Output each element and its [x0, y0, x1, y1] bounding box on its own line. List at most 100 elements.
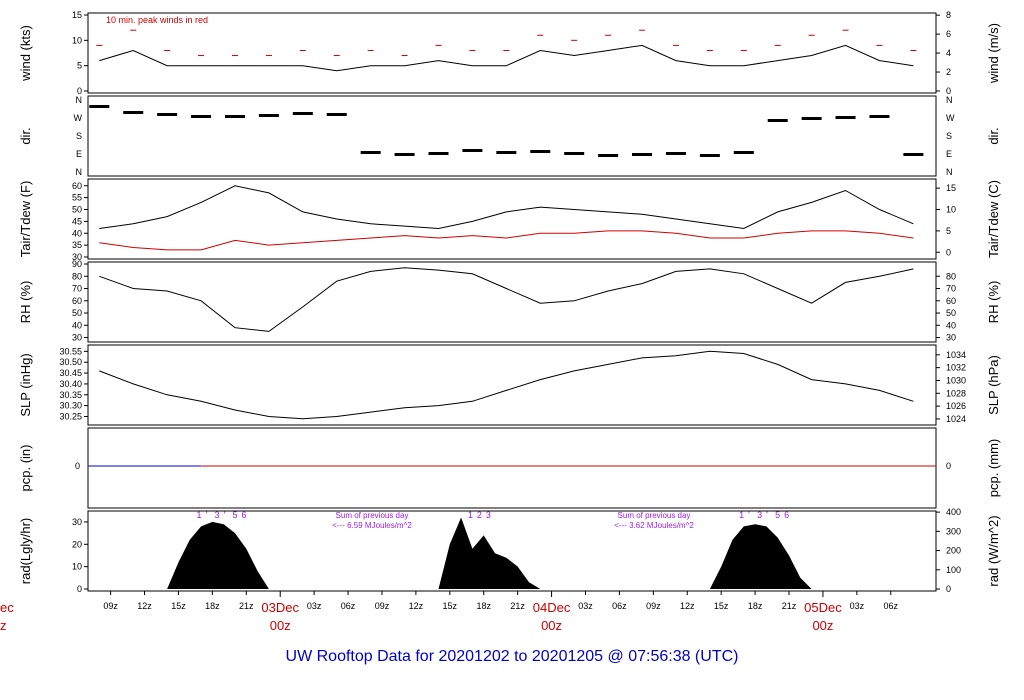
- date-label: 05Dec: [804, 600, 842, 615]
- y-tick-label-left: 60: [72, 181, 82, 191]
- dir-point: [903, 153, 924, 156]
- dir-point: [428, 152, 449, 155]
- dir-point: [665, 152, 686, 155]
- x-tick-label: 12z: [680, 601, 695, 611]
- dir-tick-left: N: [76, 167, 83, 177]
- dir-point: [360, 151, 381, 154]
- y-tick-label-right: 0: [946, 584, 951, 594]
- solar-hour-marker: ': [766, 510, 768, 520]
- y-tick-label-right: 300: [946, 526, 961, 536]
- y-label-left: dir.: [18, 127, 33, 144]
- y-tick-label-right: 1032: [946, 363, 966, 373]
- dir-point: [632, 153, 653, 156]
- y-tick-label-left: 80: [72, 271, 82, 281]
- y-tick-label-left: 40: [72, 320, 82, 330]
- y-tick-label-left: 40: [72, 228, 82, 238]
- date-hour-label: 00z: [812, 618, 833, 633]
- x-tick-label: 18z: [748, 601, 763, 611]
- y-tick-label-right: 2: [946, 67, 951, 77]
- dir-tick-left: W: [74, 113, 83, 123]
- y-tick-label-left: 0: [75, 461, 80, 471]
- y-label-right: dir.: [986, 127, 1001, 144]
- date-label: 04Dec: [533, 600, 571, 615]
- radiation-sum-value: <--- 6.59 MJoules/m^2: [332, 521, 412, 530]
- y-tick-label-right: 8: [946, 10, 951, 20]
- y-tick-label-right: 1034: [946, 350, 966, 360]
- y-tick-label-left: 30.40: [59, 379, 82, 389]
- dir-point: [530, 150, 551, 153]
- dir-point: [157, 113, 178, 116]
- x-tick-label: 15z: [171, 601, 186, 611]
- dir-point: [598, 154, 619, 157]
- dir-tick-right: W: [946, 113, 955, 123]
- y-tick-label-right: 4: [946, 48, 951, 58]
- radiation-area: [438, 517, 541, 589]
- y-label-right: RH (%): [986, 281, 1001, 324]
- dir-point: [89, 105, 110, 108]
- wind-speed-line: [99, 44, 914, 72]
- x-tick-label: 06z: [341, 601, 356, 611]
- solar-hour-marker: ': [748, 510, 750, 520]
- y-label-left: Tair/Tdew (F): [18, 181, 33, 258]
- dir-tick-left: S: [76, 131, 82, 141]
- y-tick-label-right: 200: [946, 546, 961, 556]
- radiation-area: [709, 524, 812, 589]
- dir-point: [496, 151, 517, 154]
- y-label-right: Tair/Tdew (C): [986, 180, 1001, 258]
- slp-line: [99, 350, 914, 420]
- dir-point: [801, 117, 822, 120]
- dewpoint-line: [99, 230, 914, 251]
- x-tick-label: 09z: [646, 601, 661, 611]
- solar-hour-marker: 6: [784, 510, 789, 520]
- y-tick-label-left: 90: [72, 259, 82, 269]
- x-tick-label: 15z: [714, 601, 729, 611]
- solar-hour-marker: 5: [232, 510, 237, 520]
- dir-point: [123, 111, 144, 114]
- x-tick-label: 06z: [612, 601, 627, 611]
- radiation-sum-label: Sum of previous day: [336, 511, 409, 520]
- y-tick-label-right: 80: [946, 271, 956, 281]
- y-tick-label-right: 15: [946, 183, 956, 193]
- solar-hour-marker: 1: [196, 510, 201, 520]
- solar-hour-marker: 2: [477, 510, 482, 520]
- x-tick-label: 09z: [103, 601, 118, 611]
- y-tick-label-left: 30.35: [59, 390, 82, 400]
- air-temp-line: [99, 185, 914, 230]
- panel-frame-1: [87, 95, 937, 177]
- y-label-right: wind (m/s): [986, 23, 1001, 84]
- y-tick-label-left: 30.50: [59, 357, 82, 367]
- solar-hour-marker: 5: [775, 510, 780, 520]
- y-tick-label-right: 0: [946, 461, 951, 471]
- y-tick-label-left: 30: [72, 517, 82, 527]
- dir-point: [394, 153, 415, 156]
- y-tick-label-right: 100: [946, 565, 961, 575]
- peak-wind-note: 10 min. peak winds in red: [106, 15, 208, 25]
- dir-tick-right: N: [946, 167, 953, 177]
- dir-point: [326, 113, 347, 116]
- y-label-right: pcp. (mm): [986, 439, 1001, 498]
- partial-hour-label: z: [0, 618, 7, 633]
- y-label-left: RH (%): [18, 281, 33, 324]
- date-hour-label: 00z: [541, 618, 562, 633]
- y-tick-label-left: 20: [72, 539, 82, 549]
- x-tick-label: 03z: [307, 601, 322, 611]
- x-tick-label: 15z: [443, 601, 458, 611]
- footer-title: UW Rooftop Data for 20201202 to 20201205…: [285, 648, 739, 665]
- y-tick-label-left: 0: [77, 584, 82, 594]
- y-tick-label-right: 70: [946, 284, 956, 294]
- solar-hour-marker: 3: [486, 510, 491, 520]
- solar-hour-marker: ': [223, 510, 225, 520]
- x-tick-label: 21z: [239, 601, 254, 611]
- y-tick-label-right: 0: [946, 86, 951, 96]
- dir-tick-left: E: [76, 149, 82, 159]
- y-label-left: SLP (inHg): [18, 353, 33, 416]
- y-tick-label-left: 55: [72, 193, 82, 203]
- y-tick-label-right: 1024: [946, 414, 966, 424]
- panel-frame-0: [87, 12, 937, 94]
- y-tick-label-left: 70: [72, 284, 82, 294]
- dir-point: [869, 115, 890, 118]
- x-tick-label: 06z: [884, 601, 899, 611]
- y-tick-label-right: 1030: [946, 375, 966, 385]
